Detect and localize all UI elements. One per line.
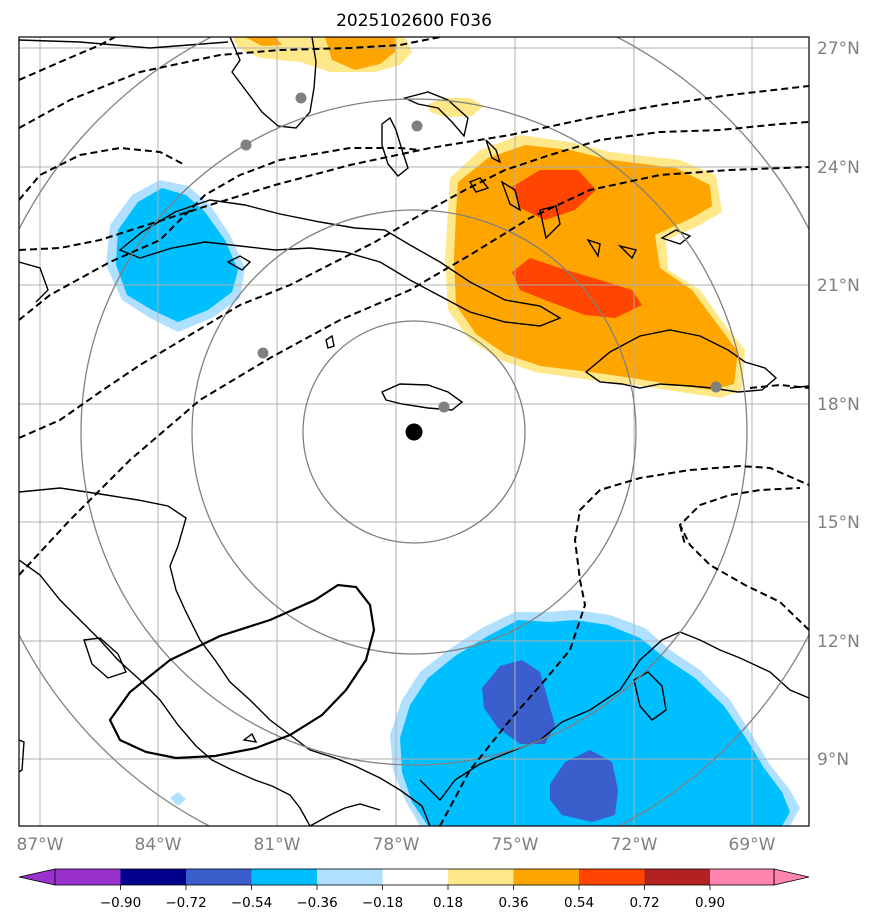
lake-nicaragua xyxy=(83,637,127,679)
panama-coast xyxy=(309,803,381,826)
colorbar-tick-label: 0.72 xyxy=(629,895,659,911)
station-marker xyxy=(411,120,423,132)
longitude-labels: 87°W 84°W 81°W 78°W 75°W 72°W 69°W xyxy=(17,835,776,855)
colorbar-frame xyxy=(54,868,775,886)
lat-label: 24°N xyxy=(817,158,860,178)
lake-maracaibo xyxy=(633,671,667,721)
strong-anomaly-north xyxy=(512,170,596,220)
colorbar-tick-label: 0.18 xyxy=(433,895,463,911)
colorbar-segment xyxy=(382,869,448,885)
colorbar-segment xyxy=(773,868,810,886)
colorbar-segment xyxy=(18,868,56,886)
yucatan-coast xyxy=(19,487,431,826)
colorbar-ticks xyxy=(120,885,711,890)
colorbar-tick-label: −0.36 xyxy=(296,895,337,911)
station-marker xyxy=(710,381,722,393)
dashed-contours xyxy=(19,37,809,826)
cuba-coast xyxy=(118,199,562,327)
colorbar-segment xyxy=(710,869,774,885)
colorbar-segment xyxy=(579,869,645,885)
latitude-labels: 27°N 24°N 21°N 18°N 15°N 12°N 9°N xyxy=(817,39,860,770)
bahamas-islands-2 xyxy=(500,180,522,212)
florida-coast xyxy=(229,37,317,129)
negative-anomaly-speck xyxy=(170,792,186,806)
colorbar-segment xyxy=(644,869,710,885)
station-marker xyxy=(438,401,450,413)
station-marker xyxy=(240,139,252,151)
west-edge-coast xyxy=(19,739,25,773)
filled-contours xyxy=(106,37,800,826)
range-ring-2 xyxy=(191,209,637,655)
lat-label: 18°N xyxy=(817,395,860,415)
negative-anomaly-gulf xyxy=(116,188,238,322)
colorbar-segment xyxy=(448,869,514,885)
colorbar-segment xyxy=(55,869,121,885)
map-area xyxy=(18,36,810,827)
colorbar-tick-label: −0.90 xyxy=(100,895,141,911)
turks-caicos xyxy=(660,229,692,245)
negative-anomaly-core-west xyxy=(482,660,555,744)
bahamas-abaco xyxy=(402,91,469,138)
lon-label: 72°W xyxy=(611,835,658,855)
range-rings xyxy=(19,37,809,826)
colorbar-tick-label: 0.36 xyxy=(498,895,528,911)
lon-label: 69°W xyxy=(729,835,776,855)
bahamas-islands-4 xyxy=(586,238,638,260)
gulf-coast xyxy=(19,39,229,49)
map-frame xyxy=(18,36,810,827)
lon-label: 87°W xyxy=(17,835,64,855)
lon-label: 78°W xyxy=(373,835,420,855)
colorbar-segment xyxy=(186,869,252,885)
bahamas-eleuthera xyxy=(485,139,502,164)
station-marker xyxy=(257,347,269,359)
lat-label: 15°N xyxy=(817,513,860,533)
central-america xyxy=(19,559,311,826)
colombia-coast xyxy=(419,779,456,802)
station-markers xyxy=(240,92,722,413)
lat-label: 21°N xyxy=(817,276,860,296)
west-texas-coast xyxy=(19,261,49,303)
map-title: 2025102600 F036 xyxy=(336,11,492,31)
isla-juventud xyxy=(226,255,252,271)
cayman-small xyxy=(325,334,335,349)
colorbar-segment xyxy=(251,869,317,885)
storm-center-marker xyxy=(405,423,423,441)
bahamas-islands-1 xyxy=(468,177,490,193)
jamaica-coast xyxy=(381,383,464,411)
hispaniola-coast xyxy=(584,329,778,393)
solid-contour-line xyxy=(108,583,376,760)
colorbar-segment xyxy=(513,869,579,885)
colorbar-tick-label: 0.54 xyxy=(564,895,594,911)
colorbar-tick-label: −0.54 xyxy=(231,895,272,911)
lat-label: 12°N xyxy=(817,632,860,652)
colorbar-tick-label: 0.90 xyxy=(695,895,725,911)
lat-label: 27°N xyxy=(817,39,860,59)
lat-label: 9°N xyxy=(817,750,849,770)
positive-anomaly-florida xyxy=(245,37,395,70)
colorbar-segment xyxy=(317,869,383,885)
negative-anomaly-core-east xyxy=(550,750,618,822)
colorbar-tick-label: −0.18 xyxy=(362,895,403,911)
strong-anomaly-south xyxy=(512,258,642,318)
range-ring-1 xyxy=(302,320,526,544)
swan-islands xyxy=(242,732,258,743)
bahamas-andros xyxy=(381,116,409,177)
range-ring-3 xyxy=(80,98,748,766)
colorbar: −0.90 −0.72 −0.54 −0.36 −0.18 0.18 0.36 … xyxy=(18,868,810,911)
lon-label: 81°W xyxy=(254,835,301,855)
station-marker xyxy=(295,92,307,104)
colorbar-tick-label: −0.72 xyxy=(165,895,206,911)
lon-label: 75°W xyxy=(492,835,539,855)
colorbar-segment xyxy=(120,869,186,885)
coastlines xyxy=(19,37,809,826)
lon-label: 84°W xyxy=(135,835,182,855)
